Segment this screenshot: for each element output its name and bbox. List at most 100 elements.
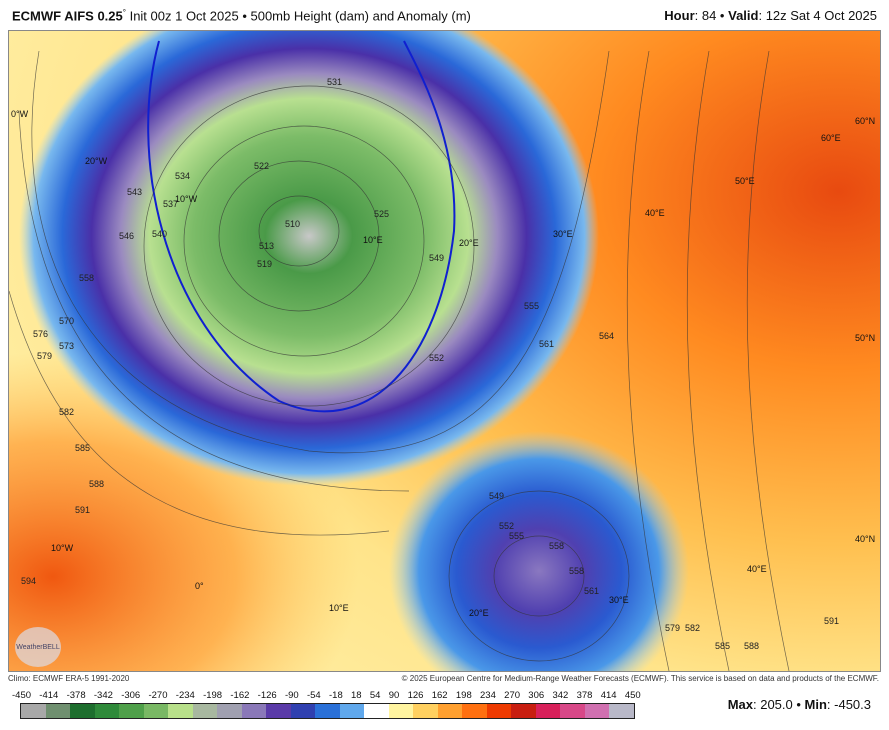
colorbar-tick: -414: [39, 690, 59, 701]
lat-label: 60°N: [855, 116, 876, 126]
contour-label: 513: [259, 241, 275, 251]
colorbar: [20, 703, 635, 719]
valid-value: : 12z Sat 4 Oct 2025: [758, 8, 877, 23]
colorbar-segment: [119, 704, 144, 718]
contour-label: 582: [685, 623, 701, 633]
lon-label: 0°W: [11, 109, 29, 119]
contour-label: 519: [257, 259, 273, 269]
contour-label: 534: [175, 171, 191, 181]
contour-label: 591: [824, 616, 840, 626]
contour-label: 579: [37, 351, 53, 361]
hour-value: : 84 •: [694, 8, 729, 23]
contour-label: 588: [89, 479, 105, 489]
map-title: ECMWF AIFS 0.25° Init 00z 1 Oct 2025 • 5…: [12, 8, 471, 23]
colorbar-segment: [413, 704, 438, 718]
colorbar-tick: -378: [66, 690, 86, 701]
lat-label: 40°N: [855, 534, 876, 544]
colorbar-segment: [192, 704, 218, 718]
colorbar-segment: [462, 704, 487, 718]
lon-label: 30°E: [553, 229, 573, 239]
colorbar-segment: [339, 704, 365, 718]
contour-label: 555: [524, 301, 540, 311]
lon-label: 10°E: [329, 603, 349, 613]
colorbar-tick: 126: [407, 690, 424, 701]
colorbar-tick: 342: [552, 690, 569, 701]
contour-label: 558: [549, 541, 565, 551]
colorbar-segment: [535, 704, 561, 718]
contour-label: 585: [75, 443, 91, 453]
colorbar-tick: 234: [480, 690, 496, 701]
hour-label: Hour: [664, 8, 695, 23]
contour-label: 585: [715, 641, 731, 651]
contour-label: 540: [152, 229, 168, 239]
lon-label: 20°W: [85, 156, 108, 166]
contour-label: 558: [569, 566, 585, 576]
max-min-stats: Max: 205.0 • Min: -450.3: [728, 697, 871, 712]
lon-label: 40°E: [747, 564, 767, 574]
colorbar-tick: 306: [528, 690, 545, 701]
colorbar-segment: [217, 704, 242, 718]
colorbar-tick: -90: [284, 690, 299, 701]
colorbar-tick: 378: [576, 690, 593, 701]
lon-label: 20°E: [459, 238, 479, 248]
colorbar-segment: [168, 704, 193, 718]
lon-label: 10°W: [51, 543, 74, 553]
contour-label: 561: [539, 339, 555, 349]
lon-label: 0°: [195, 581, 204, 591]
contour-label: 570: [59, 316, 75, 326]
colorbar-tick: -234: [175, 690, 195, 701]
contour-label: 561: [584, 586, 600, 596]
lon-label: 60°E: [821, 133, 841, 143]
colorbar-tick: -342: [93, 690, 113, 701]
weatherbell-logo: WeatherBELL: [15, 627, 61, 667]
climo-note: Climo: ECMWF ERA-5 1991-2020: [8, 674, 130, 683]
colorbar-segment: [70, 704, 95, 718]
colorbar-tick: -54: [306, 690, 321, 701]
max-label: Max: [727, 697, 753, 712]
colorbar-tick: -270: [148, 690, 168, 701]
contour-label: 549: [429, 253, 445, 263]
colorbar-segment: [511, 704, 536, 718]
contour-label: 522: [254, 161, 270, 171]
contour-label: 558: [79, 273, 95, 283]
contour-label: 525: [374, 209, 390, 219]
lon-label: 50°E: [735, 176, 755, 186]
contour-label: 588: [744, 641, 760, 651]
colorbar-tick: -306: [121, 690, 141, 701]
colorbar-tick: -198: [203, 690, 223, 701]
contour-label: 573: [59, 341, 75, 351]
contour-label: 549: [489, 491, 505, 501]
colorbar-segment: [94, 704, 120, 718]
lon-label: 40°E: [645, 208, 665, 218]
colorbar-segment: [315, 704, 340, 718]
contour-label: 537: [163, 199, 179, 209]
max-value: : 205.0 •: [752, 697, 805, 712]
lon-label: 10°E: [363, 235, 383, 245]
contour-label: 552: [499, 521, 515, 531]
colorbar-ticks: -450 -414 -378 -342 -306 -270 -234 -198 -162 -126…: [12, 690, 641, 701]
contour-label: 582: [59, 407, 75, 417]
contour-label: 576: [33, 329, 49, 339]
min-label: Min: [804, 697, 827, 712]
colorbar-segment: [143, 704, 169, 718]
contour-label: 591: [75, 505, 91, 515]
min-value: : -450.3: [826, 697, 871, 712]
colorbar-tick: 90: [388, 690, 400, 701]
lat-label: 50°N: [855, 333, 876, 343]
colorbar-tick: 450: [624, 690, 641, 701]
colorbar-tick: -18: [329, 690, 343, 701]
colorbar-tick: -126: [257, 690, 277, 701]
colorbar-segment: [364, 704, 389, 718]
colorbar-segment: [486, 704, 512, 718]
anomaly-field: [9, 31, 880, 671]
colorbar-segment: [560, 704, 585, 718]
colorbar-tick: 270: [504, 690, 521, 701]
lon-label: 30°E: [609, 595, 629, 605]
contour-label: 555: [509, 531, 525, 541]
colorbar-segment: [609, 704, 634, 718]
lon-label: 20°E: [469, 608, 489, 618]
colorbar-segment: [584, 704, 610, 718]
colorbar-segment: [45, 704, 71, 718]
contour-label: 552: [429, 353, 445, 363]
weather-map[interactable]: 0°W 20°W 10°W 10°E 20°E 30°E 40°E 50°E 6…: [8, 30, 881, 672]
